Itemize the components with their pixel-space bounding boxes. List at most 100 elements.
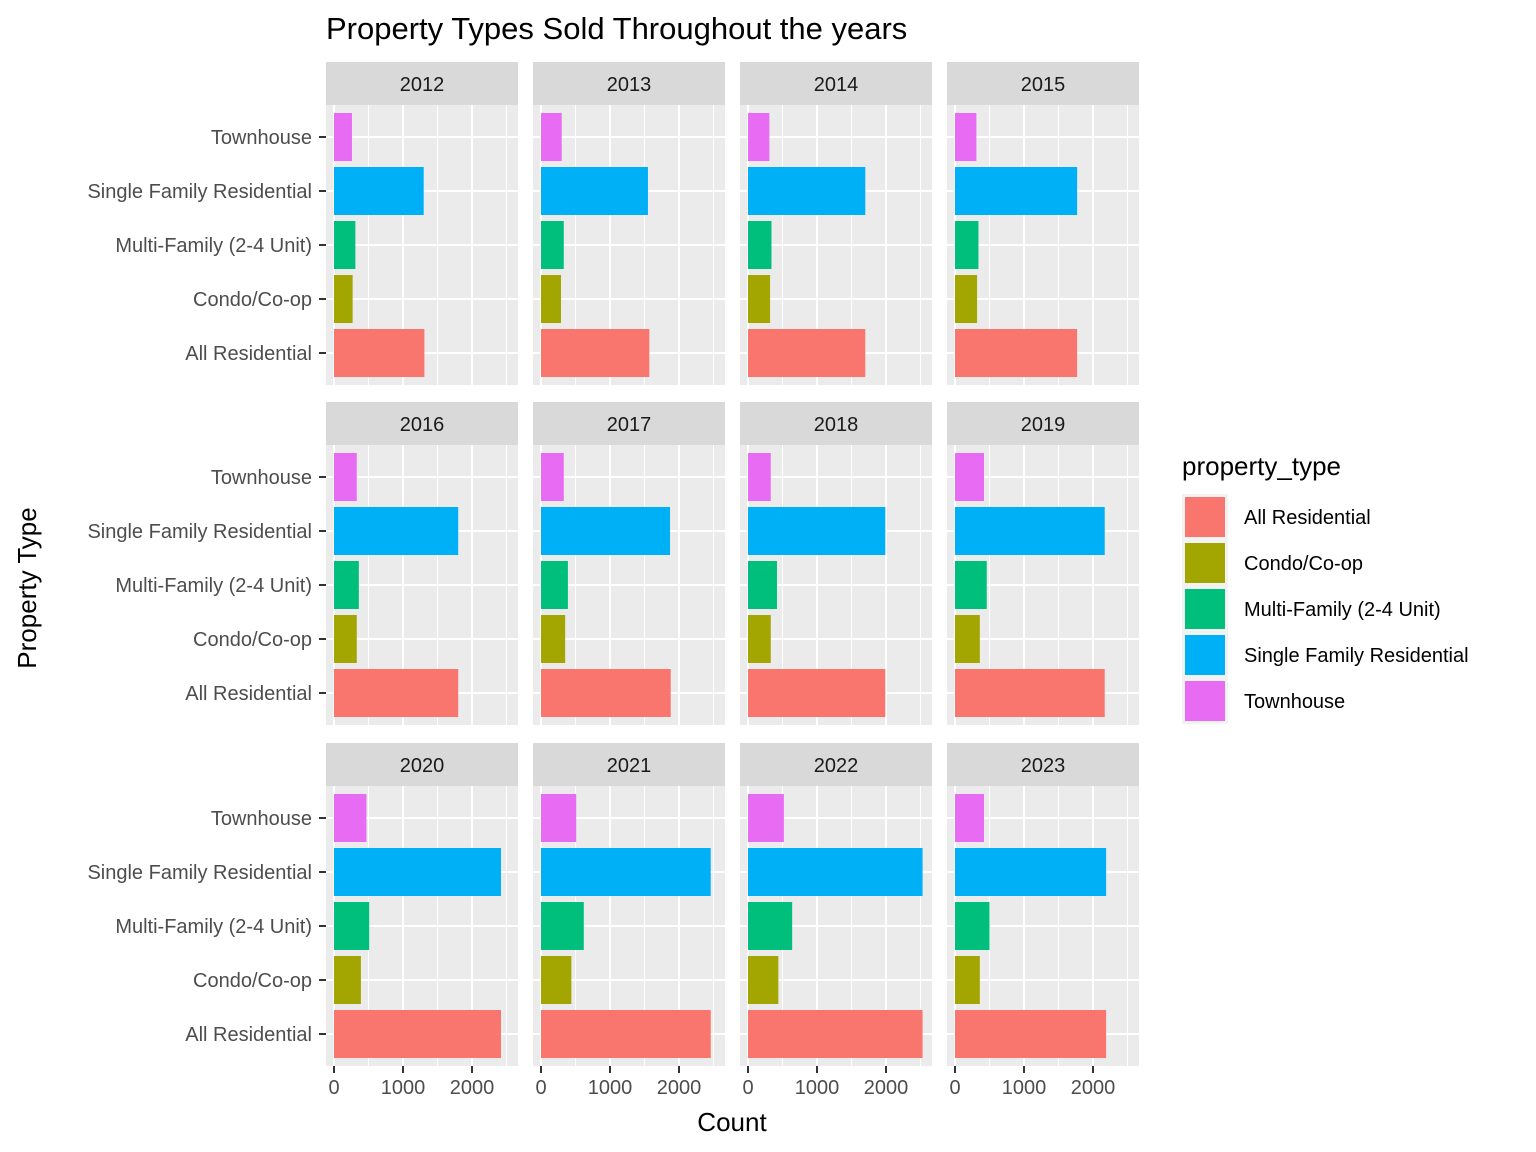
facet-panel-2018: 2018 — [740, 402, 932, 725]
bar-single-family-residential — [334, 848, 501, 896]
bar-multi-family-2-4-unit — [748, 902, 793, 950]
legend-item-condo-co-op: Condo/Co-op — [1182, 540, 1363, 586]
facet-strip — [533, 402, 725, 445]
bar-condo-co-op — [955, 275, 978, 323]
facet-panel-2015: 2015 — [947, 62, 1139, 385]
legend-title: property_type — [1182, 451, 1341, 481]
chart-title: Property Types Sold Throughout the years — [326, 11, 907, 46]
facet-strip-label: 2021 — [607, 755, 652, 777]
bar-townhouse — [748, 794, 784, 842]
x-tick-label: 0 — [328, 1077, 339, 1099]
facet-strip — [533, 62, 725, 105]
y-tick-label: Townhouse — [211, 127, 312, 149]
bar-single-family-residential — [334, 507, 459, 555]
bar-townhouse — [334, 453, 357, 501]
bar-single-family-residential — [334, 167, 424, 215]
x-tick-label: 2000 — [450, 1077, 495, 1099]
bar-multi-family-2-4-unit — [955, 221, 979, 269]
legend-label: Townhouse — [1244, 691, 1345, 713]
y-tick-label: Condo/Co-op — [193, 629, 312, 651]
facet-panel-2012: 2012 All Residential Condo/Co-op Multi-Fami… — [87, 62, 518, 385]
legend-item-single-family-residential: Single Family Residential — [1182, 632, 1469, 678]
facet-strip — [947, 743, 1139, 786]
bar-multi-family-2-4-unit — [334, 902, 370, 950]
legend-label: Condo/Co-op — [1244, 553, 1363, 575]
x-tick-label: 1000 — [588, 1077, 633, 1099]
bar-townhouse — [541, 453, 564, 501]
bar-condo-co-op — [748, 615, 771, 663]
bar-condo-co-op — [541, 275, 562, 323]
bar-multi-family-2-4-unit — [541, 902, 584, 950]
bar-all-residential — [334, 329, 425, 377]
legend-label: Multi-Family (2-4 Unit) — [1244, 599, 1441, 621]
bar-townhouse — [748, 453, 771, 501]
facet-strip — [533, 743, 725, 786]
x-tick-label: 2000 — [1071, 1077, 1116, 1099]
facet-strip-label: 2016 — [400, 414, 445, 436]
x-tick-label: 0 — [742, 1077, 753, 1099]
bar-condo-co-op — [334, 956, 361, 1004]
legend-items: All Residential Condo/Co-op Multi-Family (… — [1182, 494, 1469, 724]
facet-strip — [947, 62, 1139, 105]
y-tick-label: All Residential — [185, 343, 312, 365]
facet-strip — [947, 402, 1139, 445]
bar-all-residential — [541, 669, 671, 717]
bar-single-family-residential — [955, 848, 1107, 896]
facet-strip — [326, 402, 518, 445]
y-tick-label: Townhouse — [211, 467, 312, 489]
bar-multi-family-2-4-unit — [541, 221, 564, 269]
bar-single-family-residential — [955, 507, 1105, 555]
facet-strip-label: 2015 — [1021, 74, 1066, 96]
legend-swatch — [1185, 635, 1225, 675]
legend-swatch — [1185, 681, 1225, 721]
x-tick-label: 1000 — [795, 1077, 840, 1099]
y-tick-label: Multi-Family (2-4 Unit) — [115, 916, 312, 938]
bar-townhouse — [334, 794, 367, 842]
facet-panel-2019: 2019 — [947, 402, 1139, 725]
legend-swatch — [1185, 543, 1225, 583]
legend-swatch — [1185, 589, 1225, 629]
facet-strip-label: 2018 — [814, 414, 859, 436]
facet-strip-label: 2014 — [814, 74, 859, 96]
bar-condo-co-op — [748, 275, 771, 323]
y-tick-label: Condo/Co-op — [193, 970, 312, 992]
y-tick-label: Multi-Family (2-4 Unit) — [115, 235, 312, 257]
facet-strip-label: 2023 — [1021, 755, 1066, 777]
x-tick-label: 1000 — [1002, 1077, 1047, 1099]
facet-panel-2017: 2017 — [533, 402, 725, 725]
bar-townhouse — [541, 794, 577, 842]
legend-item-multi-family-2-4-unit: Multi-Family (2-4 Unit) — [1182, 586, 1441, 632]
facet-panels: 2012 All Residential Condo/Co-op Multi-Fami… — [87, 62, 1139, 1099]
x-tick-label: 0 — [535, 1077, 546, 1099]
bar-multi-family-2-4-unit — [955, 902, 990, 950]
bar-condo-co-op — [748, 956, 779, 1004]
legend-item-all-residential: All Residential — [1182, 494, 1371, 540]
bar-multi-family-2-4-unit — [748, 221, 772, 269]
y-tick-label: Single Family Residential — [87, 521, 312, 543]
bar-single-family-residential — [955, 167, 1078, 215]
bar-townhouse — [955, 794, 984, 842]
bar-all-residential — [955, 669, 1105, 717]
bar-multi-family-2-4-unit — [334, 221, 356, 269]
facet-strip-label: 2017 — [607, 414, 652, 436]
facet-strip — [740, 62, 932, 105]
bar-multi-family-2-4-unit — [955, 561, 987, 609]
bar-all-residential — [955, 329, 1078, 377]
x-tick-label: 0 — [949, 1077, 960, 1099]
bar-condo-co-op — [955, 956, 980, 1004]
bar-all-residential — [334, 669, 459, 717]
facet-strip-label: 2012 — [400, 74, 445, 96]
bar-all-residential — [334, 1010, 501, 1058]
facet-panel-2016: 2016 All Residential Condo/Co-op Multi-Fami… — [87, 402, 518, 725]
facet-strip-label: 2020 — [400, 755, 445, 777]
x-tick-label: 2000 — [864, 1077, 909, 1099]
facet-strip — [740, 743, 932, 786]
bar-townhouse — [955, 113, 977, 161]
bar-multi-family-2-4-unit — [748, 561, 777, 609]
y-tick-label: All Residential — [185, 683, 312, 705]
bar-single-family-residential — [541, 167, 648, 215]
facet-panel-2021: 2021 0 1000 2000 — [533, 743, 725, 1099]
facet-panel-2020: 2020 All Residential Condo/Co-op Multi-Fami… — [87, 743, 518, 1099]
legend-swatch — [1185, 497, 1225, 537]
